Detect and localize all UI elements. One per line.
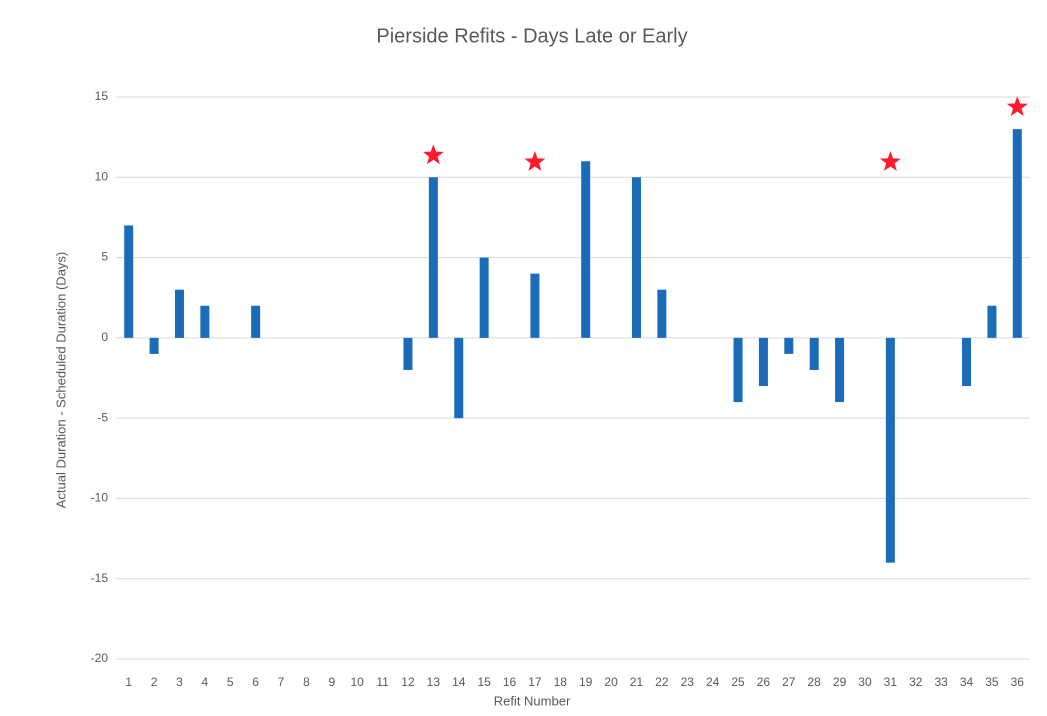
bar	[885, 337, 895, 563]
y-tick-label: 15	[95, 89, 109, 103]
x-tick-label: 18	[554, 675, 568, 689]
y-tick-label: -5	[97, 410, 108, 424]
y-tick-label: 0	[101, 330, 108, 344]
bar	[149, 337, 159, 354]
x-tick-label: 32	[909, 675, 923, 689]
x-tick-label: 26	[757, 675, 771, 689]
star-marker	[422, 144, 444, 165]
x-tick-label: 4	[202, 675, 209, 689]
x-axis-label: Refit Number	[494, 693, 571, 708]
bar	[758, 337, 768, 387]
x-tick-label: 15	[477, 675, 491, 689]
x-tick-label: 35	[985, 675, 999, 689]
star-marker	[879, 151, 901, 171]
x-tick-label: 36	[1011, 675, 1025, 689]
x-tick-label: 24	[706, 675, 720, 689]
bar	[454, 337, 464, 419]
bar	[835, 337, 845, 403]
x-tick-label: 11	[376, 675, 389, 689]
x-tick-label: 21	[630, 675, 644, 689]
x-tick-label: 25	[731, 675, 745, 689]
x-tick-label: 19	[579, 675, 593, 689]
y-tick-label: -10	[91, 491, 109, 505]
bar	[428, 177, 438, 338]
star-marker	[524, 151, 546, 171]
x-tick-label: 6	[252, 675, 259, 689]
bar	[784, 337, 794, 354]
x-tick-label: 30	[858, 675, 872, 689]
bar	[124, 225, 134, 338]
bar	[174, 289, 184, 338]
y-axis-label: Actual Duration - Scheduled Duration (Da…	[53, 252, 68, 509]
x-tick-label: 14	[452, 675, 466, 689]
x-tick-label: 12	[401, 675, 415, 689]
x-tick-label: 9	[328, 675, 335, 689]
x-tick-label: 31	[884, 675, 898, 689]
x-tick-label: 3	[176, 675, 183, 689]
y-tick-label: -15	[91, 571, 109, 585]
y-tick-label: 5	[101, 250, 108, 264]
bar	[1012, 129, 1022, 338]
bar	[809, 337, 819, 370]
x-tick-label: 20	[604, 675, 618, 689]
bar	[200, 305, 210, 338]
x-tick-label: 22	[655, 675, 669, 689]
x-tick-label: 33	[934, 675, 948, 689]
x-tick-label: 29	[833, 675, 847, 689]
x-tick-label: 34	[960, 675, 974, 689]
bar	[987, 305, 997, 338]
x-tick-label: 13	[427, 675, 441, 689]
star-marker	[1006, 96, 1028, 116]
x-tick-label: 27	[782, 675, 796, 689]
x-tick-label: 23	[681, 675, 695, 689]
x-tick-label: 16	[503, 675, 517, 689]
x-tick-label: 10	[351, 675, 365, 689]
bar	[733, 337, 743, 403]
bar	[479, 257, 489, 338]
x-tick-label: 5	[227, 675, 234, 689]
bar	[657, 289, 667, 338]
x-tick-label: 28	[808, 675, 822, 689]
bar	[631, 177, 641, 338]
bar	[403, 337, 413, 370]
bar	[581, 161, 591, 338]
y-tick-label: 10	[95, 169, 109, 183]
x-tick-label: 2	[151, 675, 158, 689]
x-tick-label: 8	[303, 675, 310, 689]
x-tick-label: 1	[125, 675, 132, 689]
chart-title: Pierside Refits - Days Late or Early	[376, 25, 687, 47]
x-tick-label: 17	[528, 675, 542, 689]
x-tick-label: 7	[278, 675, 285, 689]
bar	[251, 305, 261, 338]
bar	[530, 273, 540, 338]
bar	[962, 337, 972, 387]
y-tick-label: -20	[91, 651, 109, 665]
